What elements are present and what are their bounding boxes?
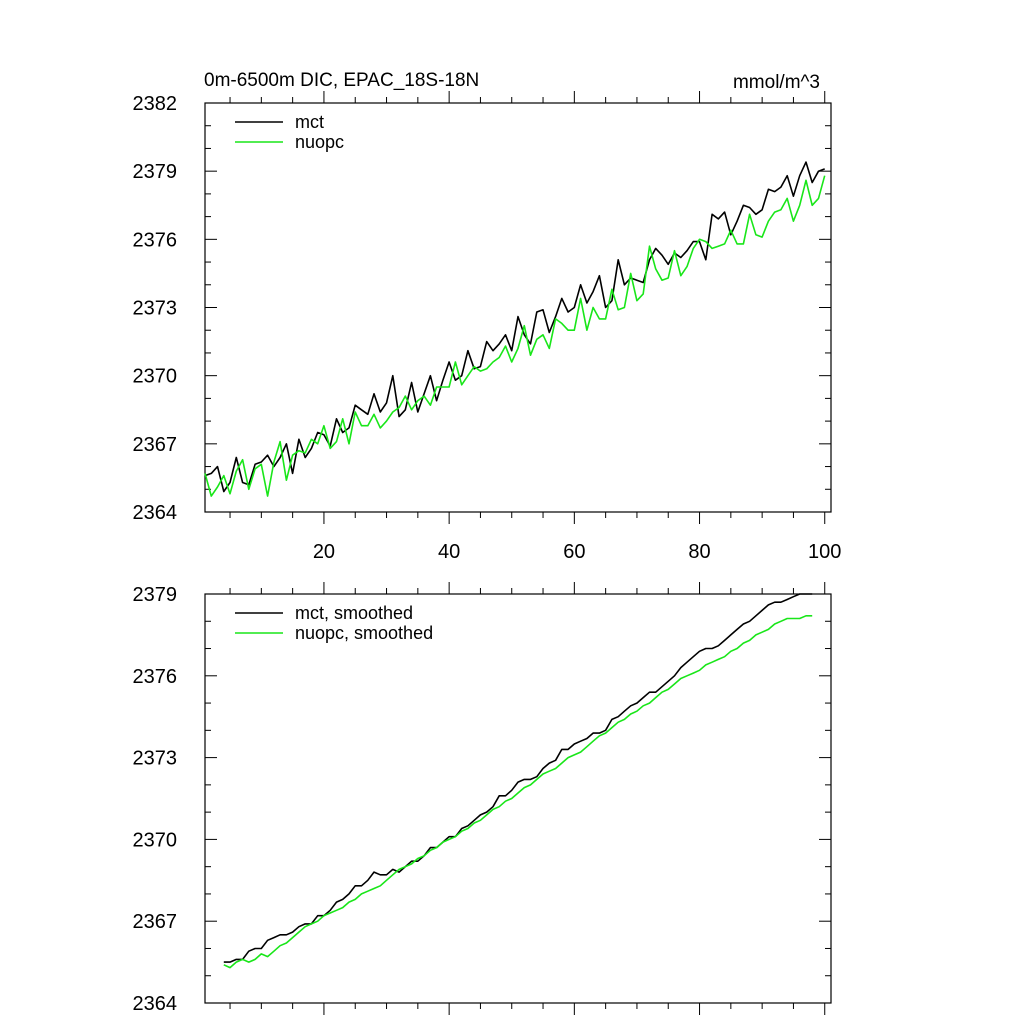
y-tick-label: 2370	[133, 366, 178, 388]
y-tick-label: 2373	[133, 298, 178, 320]
legend-label: mct	[295, 112, 324, 132]
x-tick-label: 80	[688, 541, 710, 563]
chart-title: 0m-6500m DIC, EPAC_18S-18N	[204, 70, 479, 91]
series-line-mct-smoothed	[223, 593, 813, 963]
series-line-mct	[204, 161, 825, 493]
legend-label: mct, smoothed	[295, 603, 413, 623]
x-tick-label: 100	[808, 541, 841, 563]
units-label: mmol/m^3	[733, 72, 820, 93]
x-tick-label: 40	[438, 541, 460, 563]
y-tick-label: 2370	[133, 829, 178, 851]
series-line-nuopc	[204, 175, 826, 497]
y-tick-label: 2364	[133, 993, 178, 1015]
y-tick-label: 2382	[133, 93, 178, 115]
bottom-panel: 2364 2367 2370 2373 2376 2379 mct, smoothednuo…	[133, 582, 832, 1015]
y-tick-label: 2379	[133, 584, 178, 606]
legend-label: nuopc	[295, 132, 344, 152]
y-tick-label: 2367	[133, 434, 178, 456]
y-tick-label: 2376	[133, 666, 178, 688]
y-tick-label: 2379	[133, 161, 178, 183]
y-tick-label: 2367	[133, 911, 178, 933]
y-tick-label: 2364	[133, 502, 178, 524]
plot-frame	[204, 593, 832, 1004]
y-tick-label: 2376	[133, 229, 178, 251]
legend-label: nuopc, smoothed	[295, 623, 433, 643]
series-line-nuopc-smoothed	[223, 614, 813, 969]
y-tick-label: 2373	[133, 748, 178, 770]
x-tick-label: 60	[563, 541, 585, 563]
x-tick-label: 20	[313, 541, 335, 563]
top-panel: 2364 2367 2370 2373 2376 2379 2382 20 40 60 80 100 m…	[133, 91, 841, 563]
